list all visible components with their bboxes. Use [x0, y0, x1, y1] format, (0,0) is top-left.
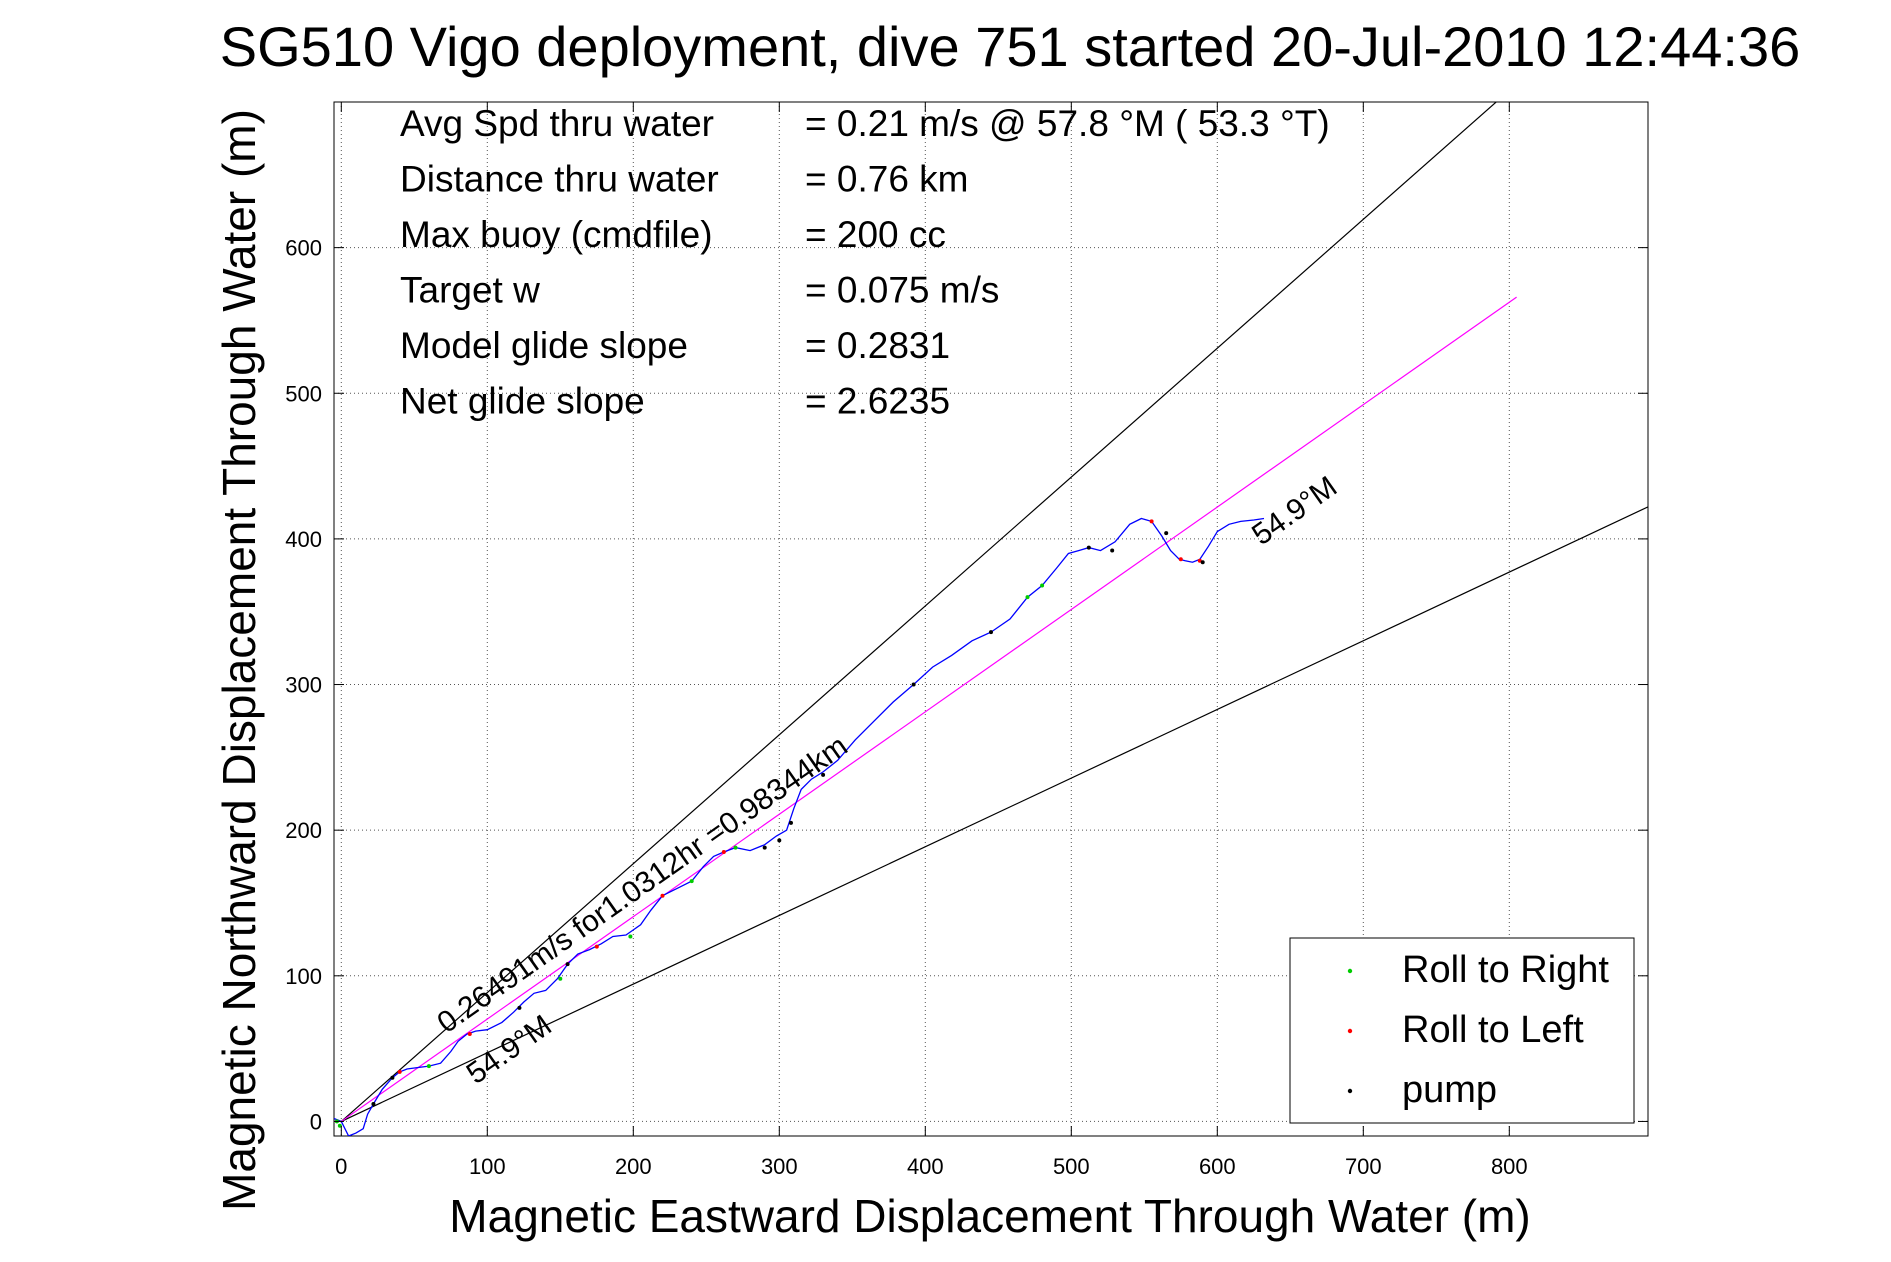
marker-pump: [565, 962, 570, 967]
marker-pump: [1200, 560, 1205, 565]
marker-roll-left: [467, 1032, 472, 1037]
stat-label: Model glide slope: [400, 325, 688, 366]
marker-pump: [762, 845, 767, 850]
marker-pump: [821, 772, 826, 777]
legend-swatch: [1347, 1028, 1353, 1034]
stat-value: = 200 cc: [805, 214, 946, 255]
marker-roll-right: [689, 879, 694, 884]
marker-roll-right: [628, 934, 633, 939]
stat-value: = 0.2831: [805, 325, 950, 366]
legend-label: pump: [1402, 1069, 1497, 1111]
y-tick-label: 400: [285, 527, 322, 552]
stat-label: Max buoy (cmdfile): [400, 214, 713, 255]
x-tick-label: 200: [615, 1154, 652, 1179]
stat-value: = 0.075 m/s: [805, 270, 999, 311]
marker-pump: [989, 630, 993, 635]
axis-ticks: 0 100 200 300 400 500 600 700 800 0 100 200 300 400 50…: [285, 102, 1648, 1179]
marker-pump: [1164, 531, 1169, 536]
marker-pump: [371, 1101, 376, 1106]
chart-title: SG510 Vigo deployment, dive 751 started …: [220, 15, 1801, 78]
series-layer: [334, 517, 1265, 1136]
marker-pump: [1086, 545, 1091, 550]
x-tick-label: 300: [761, 1154, 798, 1179]
legend-box: [1289, 937, 1635, 1124]
marker-pump: [1110, 548, 1115, 553]
y-tick-label: 300: [285, 673, 322, 698]
stat-value: = 0.21 m/s @ 57.8 °M ( 53.3 °T): [805, 103, 1330, 144]
marker-roll-left: [1149, 519, 1154, 524]
y-tick-label: 500: [285, 381, 322, 406]
marker-roll-left: [1178, 557, 1183, 562]
marker-layer: [334, 519, 1205, 1128]
legend-label: Roll to Right: [1402, 949, 1609, 991]
y-tick-label: 600: [285, 236, 322, 261]
y-axis-label: Magnetic Northward Displacement Through …: [213, 109, 265, 1211]
y-tick-label: 200: [285, 818, 322, 843]
marker-roll-left: [397, 1069, 402, 1074]
marker-roll-right: [1040, 583, 1045, 588]
x-tick-label: 0: [335, 1154, 347, 1179]
reference-line: [341, 506, 1648, 1122]
marker-pump: [788, 820, 793, 825]
legend-label: Roll to Left: [1402, 1009, 1584, 1051]
stat-label: Avg Spd thru water: [400, 103, 714, 144]
reference-lines: [340, 102, 1648, 1122]
marker-pump: [777, 838, 782, 843]
x-tick-label: 500: [1053, 1154, 1090, 1179]
marker-roll-right: [426, 1064, 431, 1069]
marker-roll-right: [1025, 595, 1030, 600]
stat-label: Target w: [400, 270, 540, 311]
y-tick-label: 0: [310, 1109, 322, 1134]
stat-value: = 2.6235: [805, 381, 950, 422]
marker-roll-right: [558, 976, 563, 981]
grid: [334, 102, 1648, 1136]
x-tick-label: 800: [1491, 1154, 1528, 1179]
marker-roll-left: [594, 944, 599, 949]
reference-line: [340, 102, 1498, 1122]
stat-label: Distance thru water: [400, 159, 719, 200]
legend-swatch: [1347, 968, 1353, 974]
legend: Roll to Right Roll to Left pump: [1289, 937, 1635, 1124]
marker-pump: [911, 682, 916, 687]
x-axis-label: Magnetic Eastward Displacement Through W…: [449, 1190, 1530, 1242]
stat-value: = 0.76 km: [805, 159, 969, 200]
stat-label: Net glide slope: [400, 381, 645, 422]
y-tick-label: 100: [285, 964, 322, 989]
reference-line: [340, 296, 1517, 1122]
x-tick-label: 400: [907, 1154, 944, 1179]
marker-roll-left: [660, 893, 665, 898]
marker-roll-right: [733, 845, 738, 850]
x-tick-label: 600: [1199, 1154, 1236, 1179]
marker-pump: [390, 1075, 395, 1080]
x-tick-label: 100: [469, 1154, 506, 1179]
x-tick-label: 700: [1345, 1154, 1382, 1179]
marker-roll-left: [721, 850, 726, 855]
stats-block: Avg Spd thru water = 0.21 m/s @ 57.8 °M (…: [400, 103, 1330, 422]
legend-swatch: [1347, 1088, 1353, 1094]
track-line: [334, 517, 1265, 1136]
marker-pump: [517, 1005, 522, 1010]
